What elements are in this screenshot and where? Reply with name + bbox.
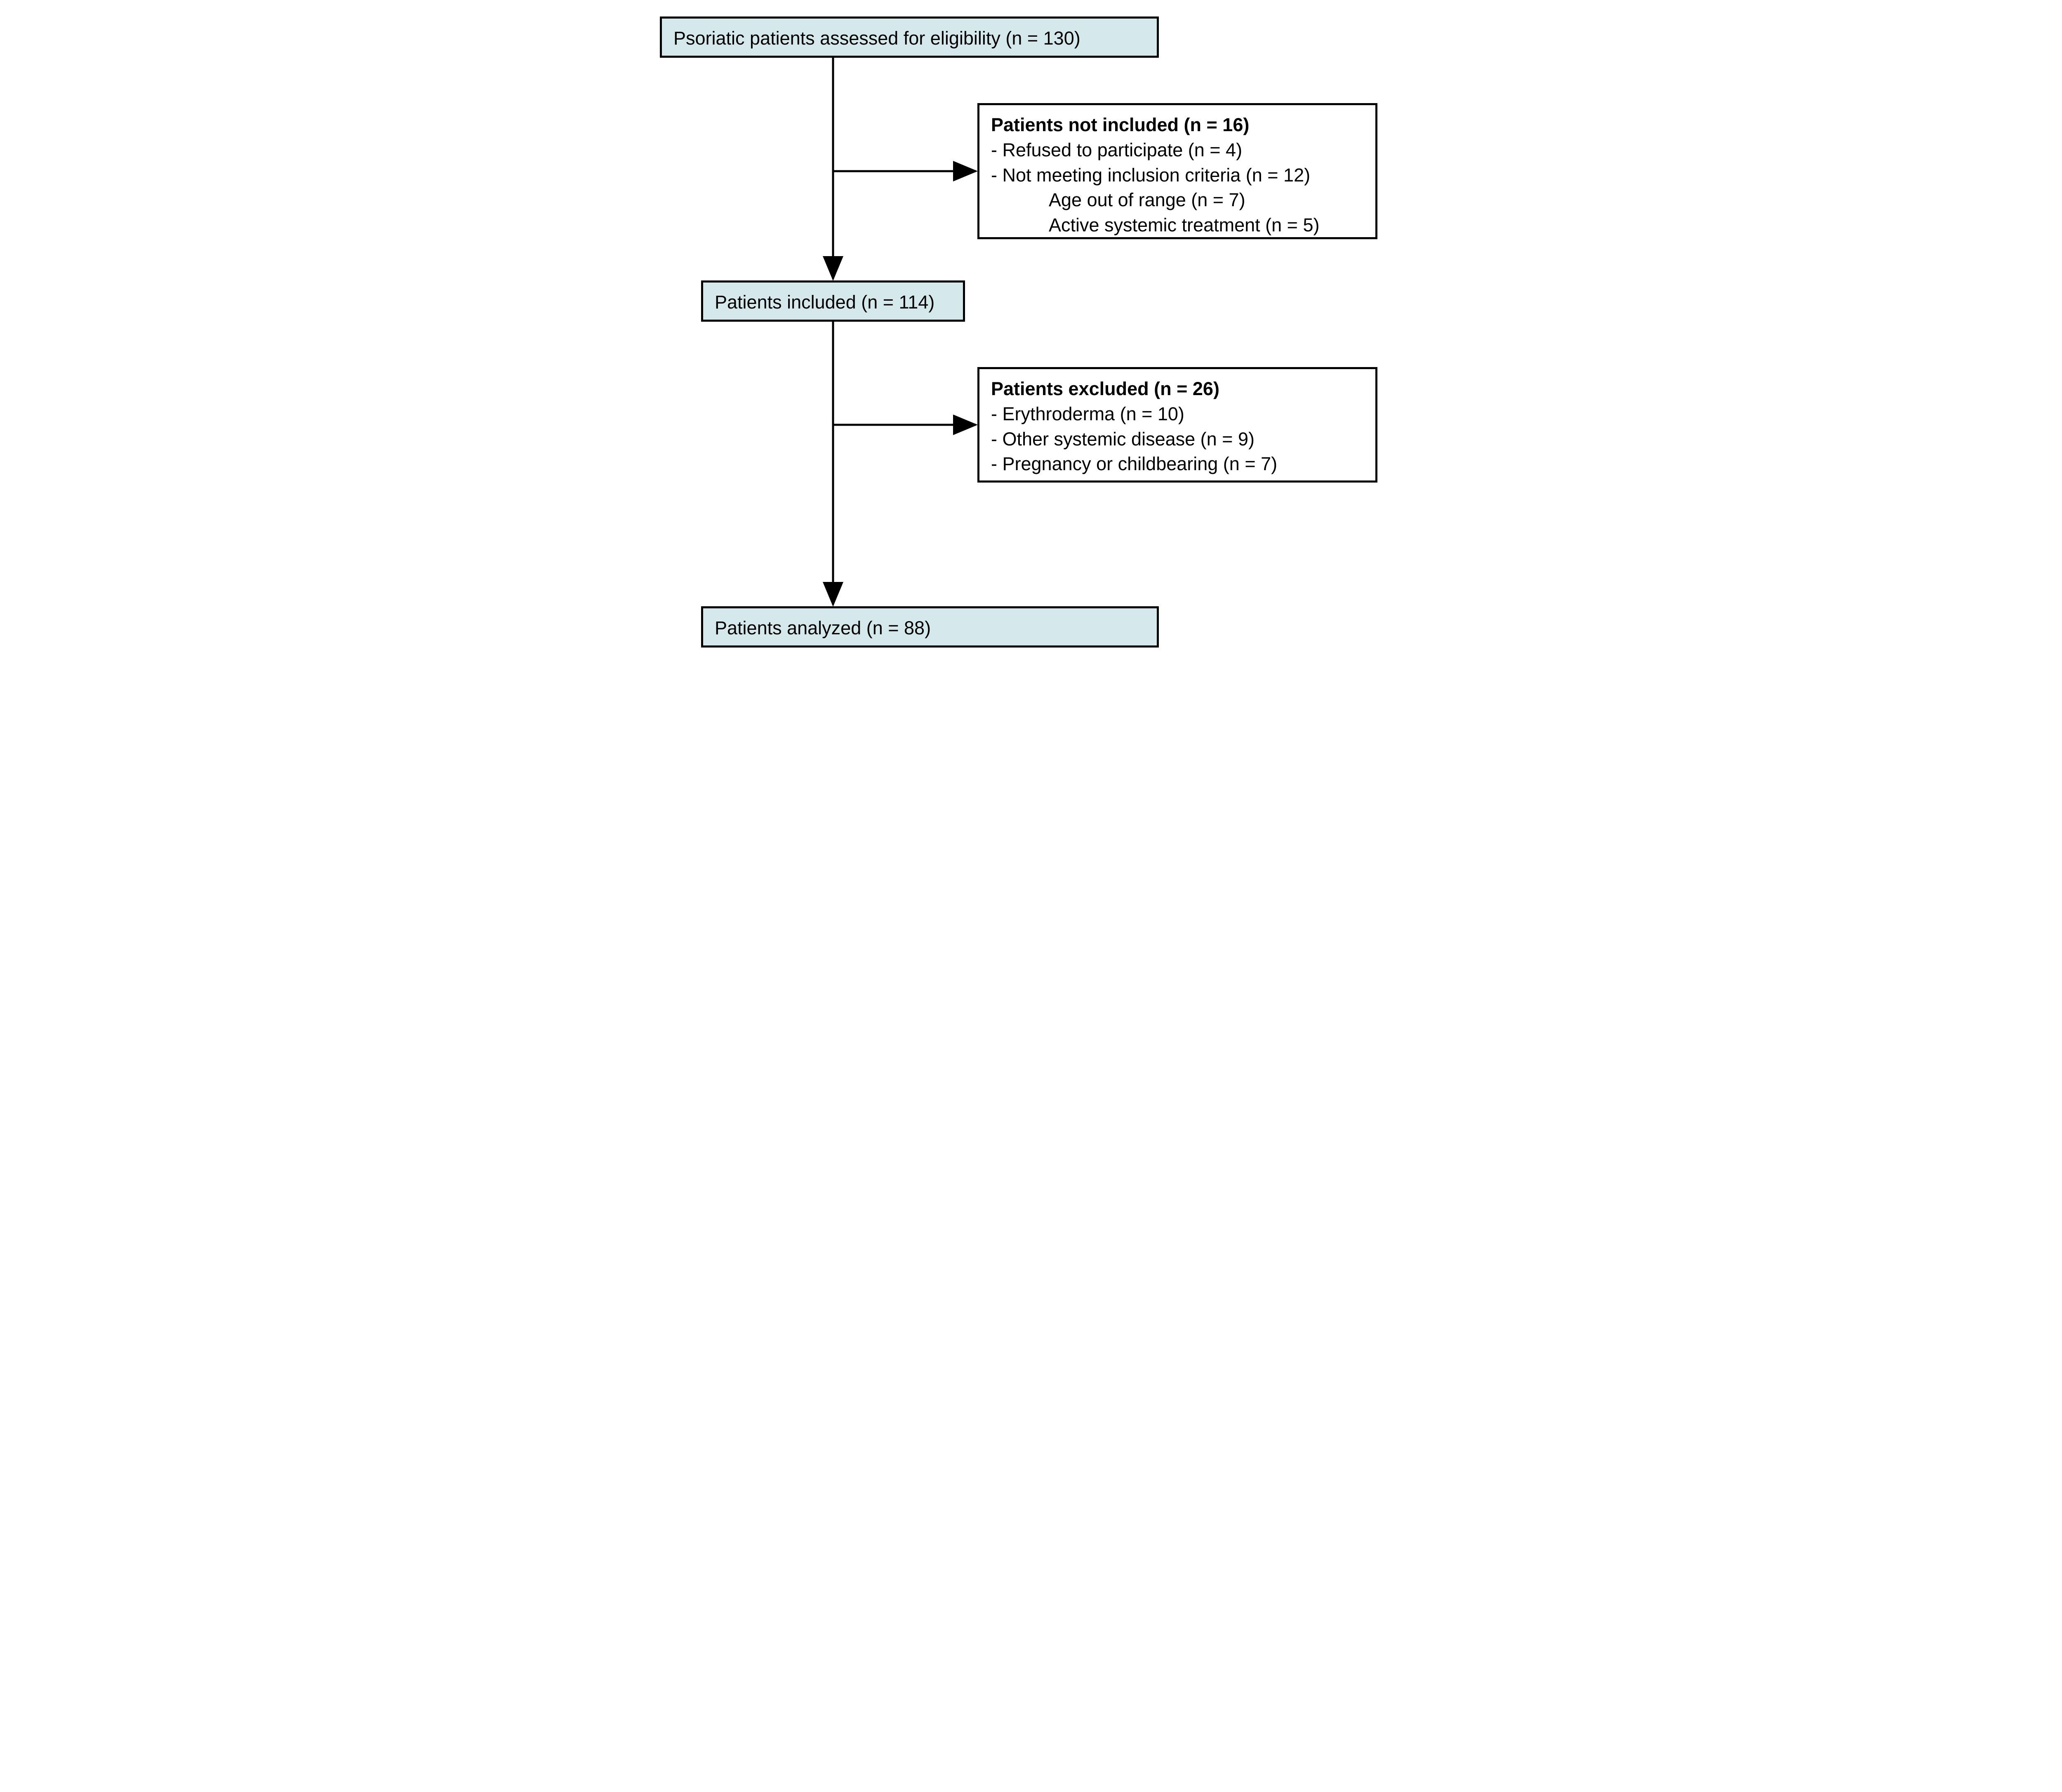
item-refused: - Refused to participate (n = 4): [991, 138, 1364, 163]
item-erythroderma: - Erythroderma (n = 10): [991, 402, 1364, 427]
header-excluded: Patients excluded (n = 26): [991, 377, 1364, 402]
box-included: Patients included (n = 114): [701, 280, 965, 322]
box-assessed: Psoriatic patients assessed for eligibil…: [660, 16, 1159, 58]
label-analyzed: Patients analyzed (n = 88): [715, 617, 931, 638]
item-criteria: - Not meeting inclusion criteria (n = 12…: [991, 163, 1364, 188]
box-not-included: Patients not included (n = 16) - Refused…: [977, 103, 1377, 239]
item-systemic: - Other systemic disease (n = 9): [991, 427, 1364, 452]
item-pregnancy: - Pregnancy or childbearing (n = 7): [991, 452, 1364, 477]
subitem-treatment: Active systemic treatment (n = 5): [991, 213, 1364, 238]
header-not-included: Patients not included (n = 16): [991, 113, 1364, 138]
flowchart-diagram: Psoriatic patients assessed for eligibil…: [660, 16, 1402, 652]
subitem-age: Age out of range (n = 7): [991, 188, 1364, 213]
box-excluded: Patients excluded (n = 26) - Erythroderm…: [977, 367, 1377, 483]
label-assessed: Psoriatic patients assessed for eligibil…: [673, 28, 1080, 49]
label-included: Patients included (n = 114): [715, 292, 934, 313]
box-analyzed: Patients analyzed (n = 88): [701, 606, 1159, 648]
